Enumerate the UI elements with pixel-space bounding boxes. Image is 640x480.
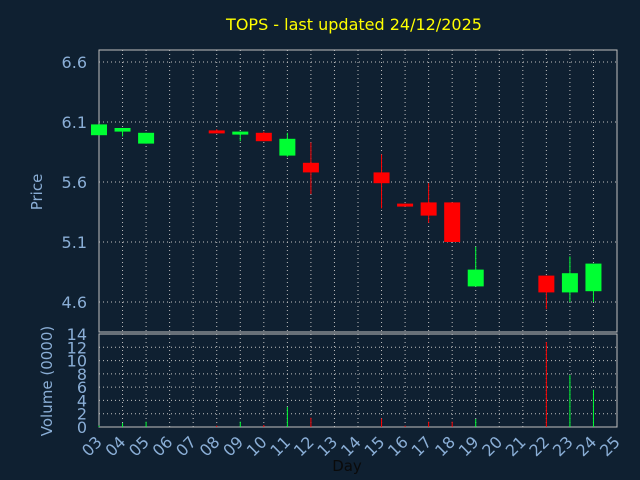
volume-axis-label: Volume (0000)	[38, 326, 56, 436]
price-tick-label: 5.1	[62, 233, 87, 252]
volume-tick-label: 14	[67, 325, 87, 344]
candle-body	[91, 124, 107, 136]
candles	[91, 124, 602, 310]
candle-body	[444, 202, 461, 242]
price-y-ticks: 4.6 5.1 5.6 6.1 6.6	[62, 53, 87, 312]
candle-body	[255, 132, 272, 142]
price-tick-label: 6.1	[62, 113, 87, 132]
volume-tick-label: 6	[77, 378, 87, 397]
volume-plot-frame	[98, 333, 618, 428]
volume-tick-label: 0	[77, 418, 87, 437]
candle-body	[467, 269, 484, 287]
candle-body	[208, 130, 225, 134]
price-tick-label: 6.6	[62, 53, 87, 72]
candle-body	[114, 128, 131, 132]
chart-title: TOPS - last updated 24/12/2025	[225, 15, 482, 34]
price-tick-label: 5.6	[62, 173, 87, 192]
x-axis-label: Day	[332, 457, 362, 475]
y-axis-label: Price	[28, 174, 46, 211]
volume-grid	[99, 334, 617, 427]
candle-body	[585, 263, 602, 292]
volume-tick-label: 8	[77, 365, 87, 384]
volume-tick-label: 10	[67, 352, 87, 371]
candle-body	[279, 138, 296, 156]
candle-body	[397, 203, 414, 207]
candle-body	[138, 132, 155, 144]
candle-body	[373, 172, 390, 184]
price-panel: 4.6 5.1 5.6 6.1 6.6 Price	[28, 49, 618, 333]
candle-body	[302, 162, 319, 173]
volume-bars	[98, 341, 594, 427]
volume-tick-label: 12	[67, 338, 87, 357]
x-tick-label: 25	[596, 432, 624, 460]
candle-body	[232, 131, 249, 135]
price-tick-label: 4.6	[62, 293, 87, 312]
candle-body	[561, 273, 578, 293]
volume-tick-label: 2	[77, 405, 87, 424]
volume-tick-label: 4	[77, 391, 87, 410]
candle-body	[538, 275, 555, 293]
candle-body	[420, 202, 437, 216]
